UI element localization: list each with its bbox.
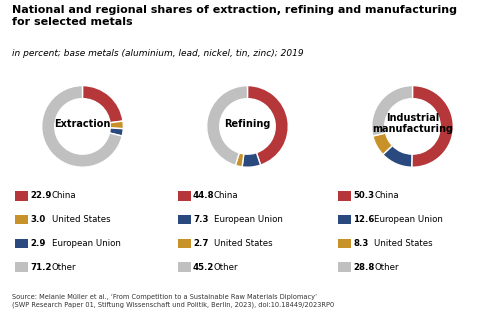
Text: 44.8: 44.8 (193, 191, 214, 200)
Text: in percent; base metals (aluminium, lead, nickel, tin, zinc); 2019: in percent; base metals (aluminium, lead… (12, 49, 304, 58)
Wedge shape (373, 133, 392, 155)
Text: China: China (214, 191, 238, 200)
Wedge shape (206, 86, 248, 165)
Text: Other: Other (214, 263, 238, 271)
Wedge shape (236, 153, 244, 167)
Text: 2.7: 2.7 (193, 239, 208, 248)
Text: 7.3: 7.3 (193, 215, 208, 224)
Wedge shape (110, 128, 124, 136)
Text: 3.0: 3.0 (30, 215, 46, 224)
Text: United States: United States (374, 239, 432, 248)
Text: 71.2: 71.2 (30, 263, 52, 271)
Text: 8.3: 8.3 (353, 239, 368, 248)
Text: Extraction: Extraction (54, 118, 110, 129)
Text: European Union: European Union (52, 239, 120, 248)
Text: United States: United States (52, 215, 110, 224)
Text: Industrial
manufacturing: Industrial manufacturing (372, 113, 453, 134)
Text: European Union: European Union (374, 215, 443, 224)
Text: European Union: European Union (214, 215, 283, 224)
Text: Other: Other (52, 263, 76, 271)
Wedge shape (42, 86, 122, 167)
Text: China: China (374, 191, 398, 200)
Text: China: China (52, 191, 76, 200)
Text: Refining: Refining (224, 118, 270, 129)
Wedge shape (372, 86, 412, 136)
Text: 2.9: 2.9 (30, 239, 46, 248)
Wedge shape (242, 153, 260, 167)
Text: 50.3: 50.3 (353, 191, 374, 200)
Wedge shape (248, 86, 288, 165)
Text: 45.2: 45.2 (193, 263, 214, 271)
Wedge shape (412, 86, 454, 167)
Wedge shape (383, 146, 412, 167)
Text: United States: United States (214, 239, 272, 248)
Text: 22.9: 22.9 (30, 191, 52, 200)
Text: 12.6: 12.6 (353, 215, 374, 224)
Wedge shape (82, 86, 123, 123)
Wedge shape (110, 121, 124, 129)
Text: 28.8: 28.8 (353, 263, 374, 271)
Text: Source: Melanie Müller et al., ‘From Competition to a Sustainable Raw Materials : Source: Melanie Müller et al., ‘From Com… (12, 294, 335, 308)
Text: National and regional shares of extraction, refining and manufacturing
for selec: National and regional shares of extracti… (12, 5, 458, 27)
Text: Other: Other (374, 263, 398, 271)
